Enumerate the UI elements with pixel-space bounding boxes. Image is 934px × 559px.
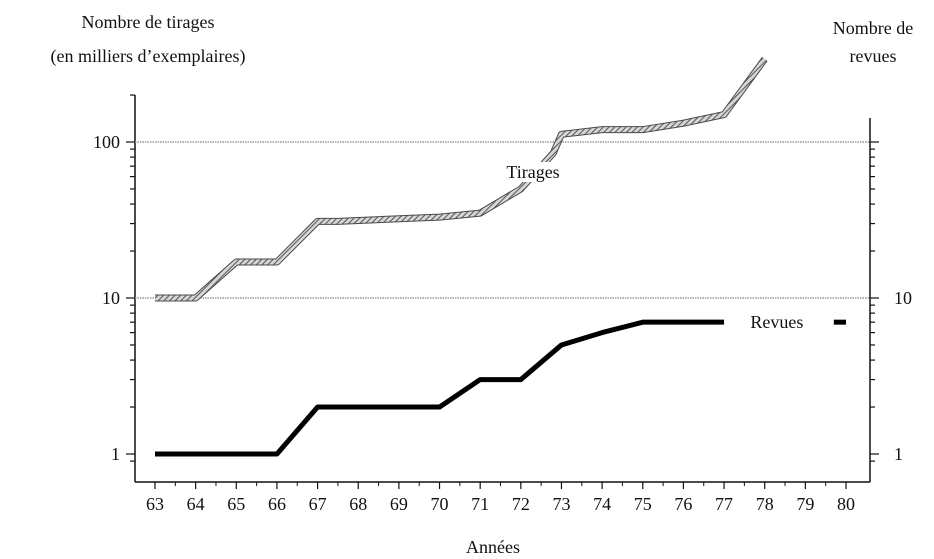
x-tick-label: 73 [552,494,570,514]
x-tick-label: 65 [227,494,245,514]
x-tick-label: 64 [187,494,205,514]
x-tick-label: 80 [837,494,855,514]
right-axis-title-line1: Nombre de [833,18,913,38]
right-y-tick-label: 1 [894,444,903,464]
x-tick-label: 77 [715,494,733,514]
left-axis-title-line1: Nombre de tirages [82,12,215,32]
left-axis-title-line2: (en milliers d’exemplaires) [51,46,246,67]
x-tick-label: 66 [268,494,286,514]
x-tick-label: 76 [674,494,692,514]
series-label-tirages: Tirages [506,162,559,182]
x-tick-label: 78 [756,494,774,514]
left-y-tick-label: 10 [102,288,120,308]
x-tick-label: 71 [471,494,489,514]
revues-line [155,319,725,457]
right-axis-title-line2: revues [850,46,897,66]
x-tick-label: 75 [634,494,652,514]
x-tick-label: 72 [512,494,530,514]
left-y-tick-label: 1 [111,444,120,464]
left-y-tick-label: 100 [93,132,120,152]
series-labels: Tirages Revues [503,162,807,333]
tirages-line [155,57,767,301]
series-layer [155,57,846,457]
x-tick-label: 70 [431,494,449,514]
series-label-revues: Revues [750,312,803,332]
reference-lines [135,141,870,299]
axes-layer: 1 10 100 1 10 63 64 65 66 67 68 69 70 71 72 73 74 75 76 77 7… [93,94,912,514]
x-axis-title: Années [466,537,520,557]
x-tick-label: 74 [593,494,611,514]
revues-label-background [747,312,807,333]
x-tick-label: 67 [309,494,327,514]
tirages-label-background [503,162,563,182]
right-y-tick-label: 10 [894,288,912,308]
x-tick-label: 68 [349,494,367,514]
x-tick-label: 79 [796,494,814,514]
x-tick-label: 63 [146,494,164,514]
x-tick-label: 69 [390,494,408,514]
